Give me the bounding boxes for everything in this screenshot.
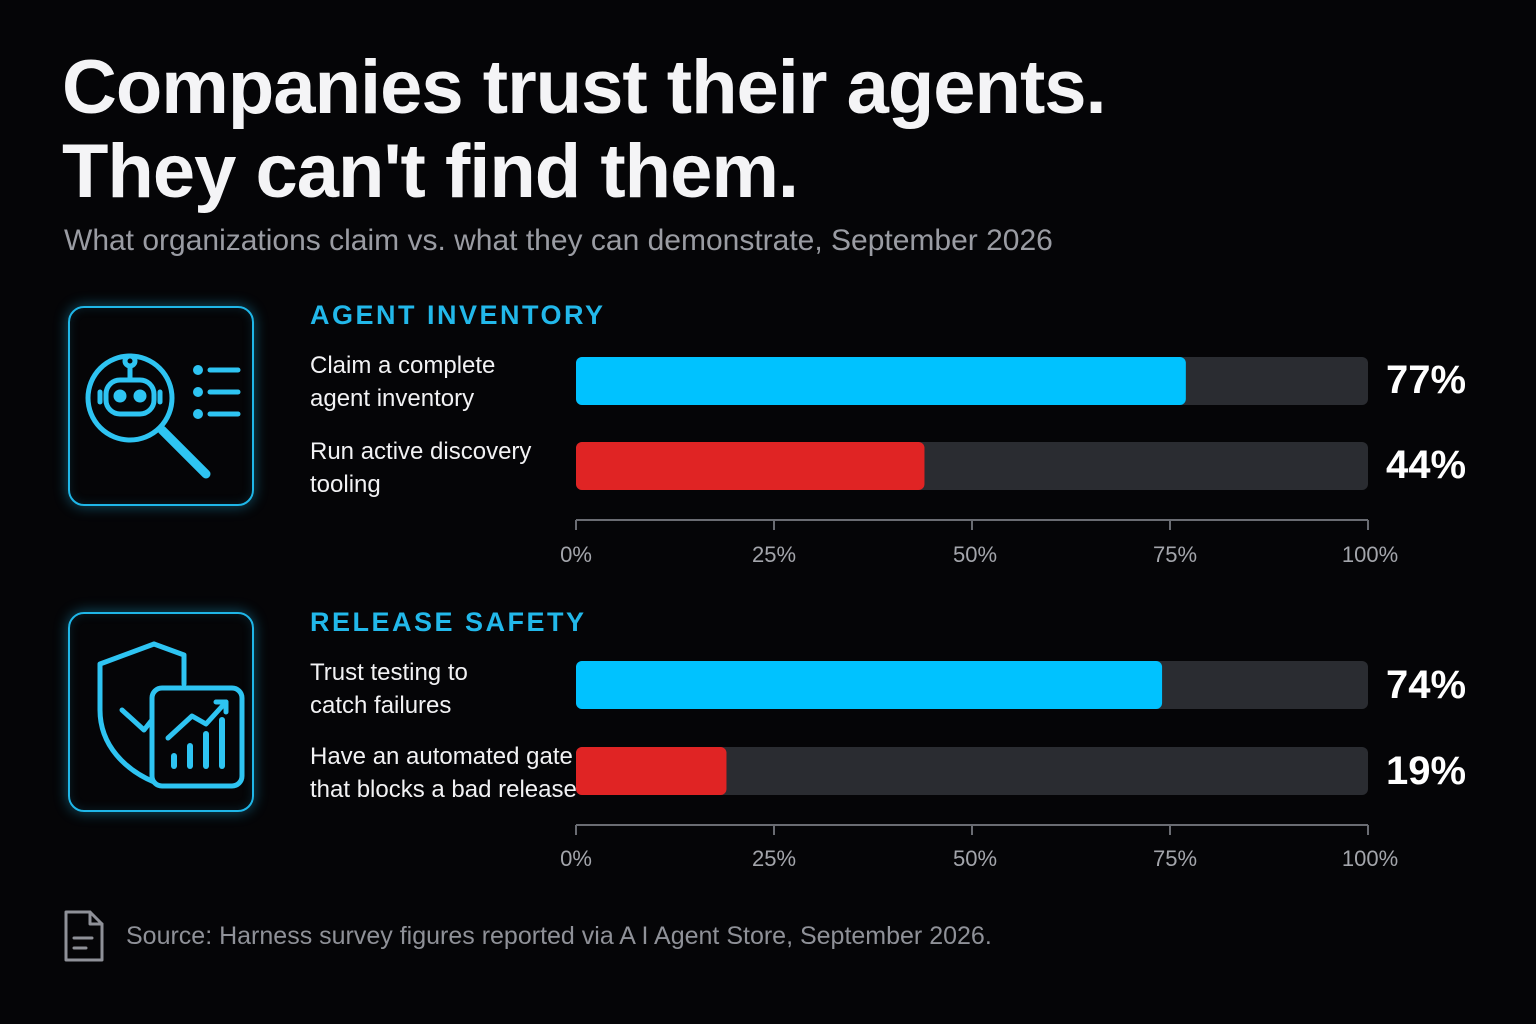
bar — [576, 661, 1163, 709]
title-line-2: They can't find them. — [62, 129, 799, 214]
row-label-line: tooling — [310, 471, 381, 498]
source-note: Source: Harness survey figures reported … — [126, 922, 992, 950]
tick-label: 25% — [751, 542, 797, 567]
row-label-trust-testing: Trust testing to catch failures — [310, 656, 572, 722]
robot-magnifier-list-icon — [68, 306, 254, 506]
row-label-line: Trust testing to — [310, 659, 468, 686]
value-label: 74% — [1386, 663, 1467, 707]
bar — [576, 442, 925, 490]
tick-label: 0% — [560, 542, 592, 567]
tick-label: 50% — [952, 542, 998, 567]
bar — [576, 357, 1186, 405]
tick-label: 100% — [1341, 542, 1399, 567]
tick-label: 0% — [560, 846, 592, 871]
value-label: 44% — [1386, 443, 1467, 487]
tick-label: 25% — [751, 846, 797, 871]
chart-subtitle: What organizations claim vs. what they c… — [64, 224, 1053, 257]
tick-label: 100% — [1341, 846, 1399, 871]
section-title-release-safety: RELEASE SAFETY — [310, 607, 587, 637]
bar — [576, 747, 727, 795]
tick-label: 75% — [1152, 846, 1198, 871]
shield-check-growth-chart-icon — [68, 612, 254, 812]
tick-label: 75% — [1152, 542, 1198, 567]
tick-label: 50% — [952, 846, 998, 871]
row-label-line: Claim a complete — [310, 352, 496, 379]
row-label-line: Have an automated gate — [310, 743, 573, 770]
section-title-agent-inventory: AGENT INVENTORY — [310, 300, 606, 330]
bar-track — [576, 747, 1368, 795]
title-line-1: Companies trust their agents. — [62, 45, 1107, 130]
row-label-active-discovery: Run active discovery tooling — [310, 435, 572, 501]
value-label: 19% — [1386, 749, 1467, 793]
chart-title: Companies trust their agents. They can't… — [62, 45, 1107, 214]
row-label-automated-gate: Have an automated gate that blocks a bad… — [310, 740, 580, 806]
row-label-line: agent inventory — [310, 385, 475, 412]
row-label-claim-inventory: Claim a complete agent inventory — [310, 349, 572, 415]
document-icon — [64, 910, 104, 962]
value-label: 77% — [1386, 358, 1467, 402]
row-label-line: that blocks a bad release — [310, 776, 577, 803]
row-label-line: catch failures — [310, 692, 452, 719]
row-label-line: Run active discovery — [310, 438, 532, 465]
